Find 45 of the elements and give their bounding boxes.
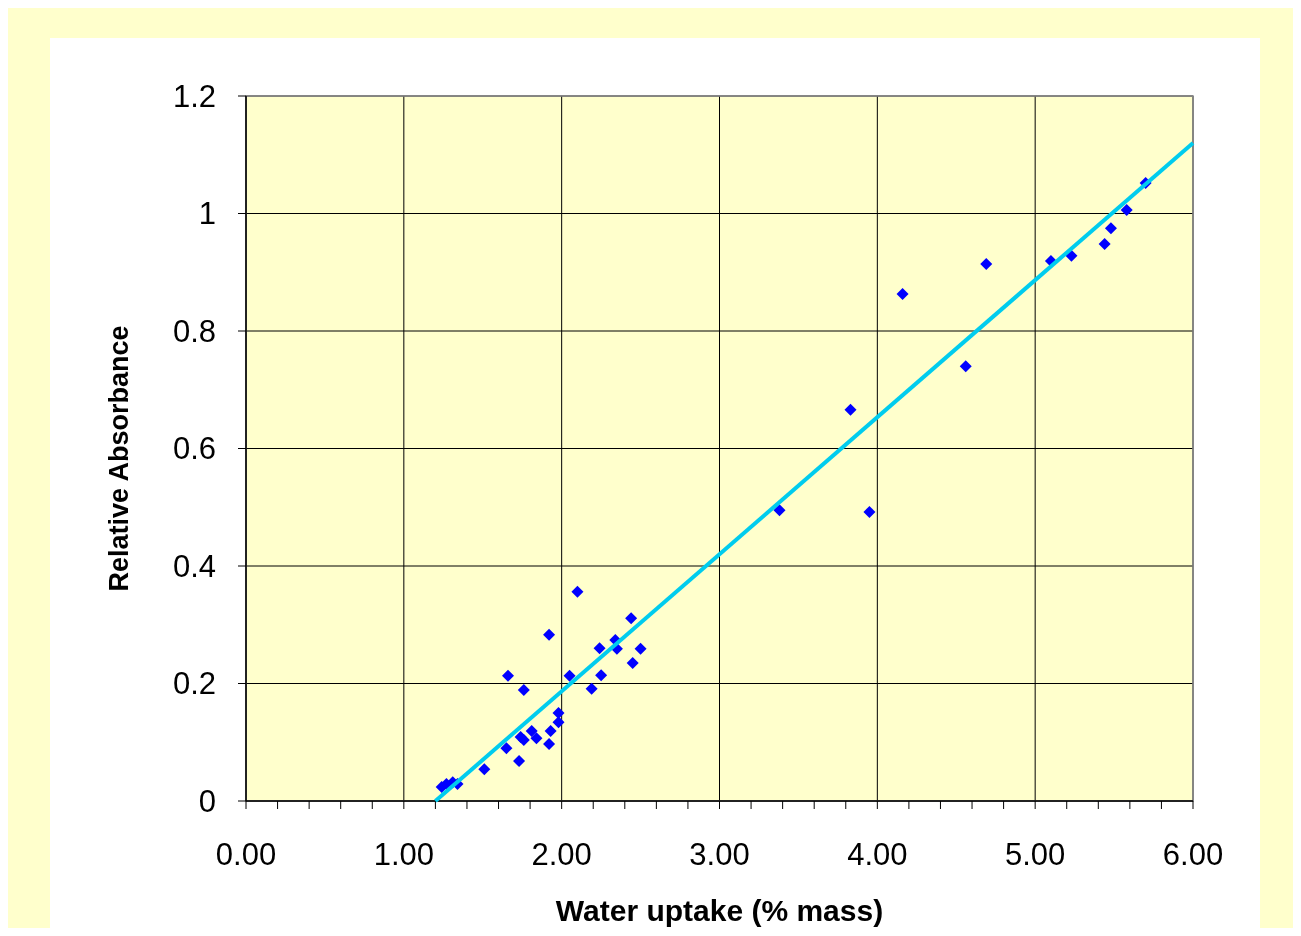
y-tick-label: 0.6 [172, 431, 216, 467]
point [593, 642, 606, 655]
point [634, 642, 647, 655]
x-tick-label: 5.00 [1004, 837, 1066, 872]
x-tick-label: 4.00 [847, 837, 908, 872]
point [552, 716, 565, 729]
point [980, 258, 993, 271]
point [543, 628, 556, 641]
point [571, 585, 584, 598]
y-axis-title: Relative Absorbance [104, 325, 134, 592]
point [595, 669, 608, 682]
point [959, 360, 972, 373]
y-tick-label: 1.2 [172, 78, 216, 114]
point [896, 287, 909, 300]
x-axis-title: Water uptake (% mass) [555, 894, 884, 927]
point [863, 505, 876, 518]
point [552, 706, 565, 719]
point [585, 682, 598, 695]
y-tick-label: 0.4 [172, 548, 216, 584]
y-tick-label: 1 [198, 196, 216, 232]
point [1098, 238, 1111, 251]
point [500, 742, 513, 755]
x-tick-label: 3.00 [689, 837, 750, 872]
x-tick-label: 0.00 [215, 837, 277, 872]
point [513, 755, 526, 768]
point [626, 656, 639, 669]
x-tick-label: 1.00 [373, 837, 435, 872]
point [530, 732, 543, 745]
point [517, 683, 530, 696]
point [844, 403, 857, 416]
y-tick-label: 0 [198, 783, 216, 819]
point [502, 669, 514, 682]
point [1104, 222, 1117, 235]
x-tick-label: 2.00 [531, 837, 592, 872]
point [543, 738, 556, 751]
point [544, 725, 557, 738]
point [478, 763, 491, 776]
point [625, 612, 638, 625]
point [773, 504, 786, 517]
point [1120, 203, 1133, 216]
point [525, 725, 538, 738]
y-tick-label: 0.8 [172, 313, 216, 349]
point [563, 669, 576, 682]
y-tick-label: 0.2 [172, 666, 216, 702]
x-tick-label: 6.00 [1162, 837, 1224, 872]
